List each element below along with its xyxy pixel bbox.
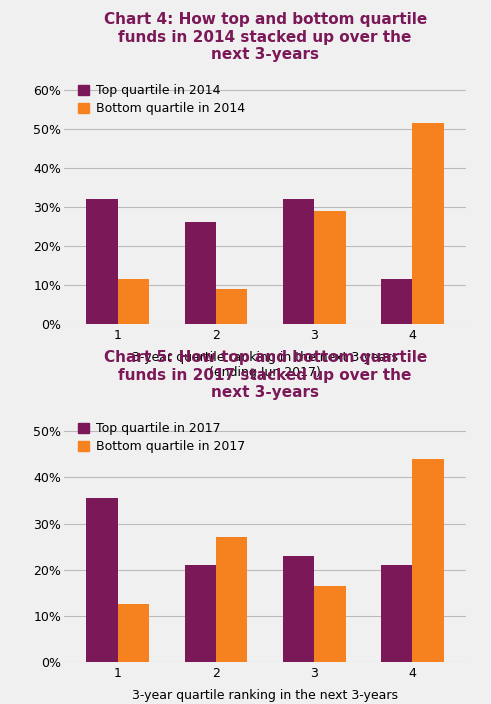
Bar bbox=[314, 210, 346, 324]
Bar bbox=[381, 279, 412, 324]
Bar bbox=[412, 459, 444, 662]
Bar bbox=[86, 498, 118, 662]
X-axis label: 3-year quartile ranking in the next 3-years
(ending Jun 2017): 3-year quartile ranking in the next 3-ye… bbox=[132, 351, 398, 379]
Bar bbox=[283, 555, 314, 662]
Bar bbox=[412, 123, 444, 324]
Bar bbox=[216, 289, 247, 324]
Bar bbox=[381, 565, 412, 662]
Bar bbox=[118, 604, 149, 662]
Bar bbox=[216, 537, 247, 662]
Legend: Top quartile in 2017, Bottom quartile in 2017: Top quartile in 2017, Bottom quartile in… bbox=[78, 422, 245, 453]
Bar bbox=[314, 586, 346, 662]
Title: Chart 4: How top and bottom quartile
funds in 2014 stacked up over the
next 3-ye: Chart 4: How top and bottom quartile fun… bbox=[104, 13, 427, 62]
Title: Chart 5: How top and bottom quartile
funds in 2017 stacked up over the
next 3-ye: Chart 5: How top and bottom quartile fun… bbox=[104, 351, 427, 400]
Bar bbox=[185, 222, 216, 324]
X-axis label: 3-year quartile ranking in the next 3-years
(ending Jun 2020): 3-year quartile ranking in the next 3-ye… bbox=[132, 689, 398, 704]
Legend: Top quartile in 2014, Bottom quartile in 2014: Top quartile in 2014, Bottom quartile in… bbox=[78, 84, 245, 115]
Bar bbox=[118, 279, 149, 324]
Bar bbox=[185, 565, 216, 662]
Bar bbox=[283, 199, 314, 324]
Bar bbox=[86, 199, 118, 324]
